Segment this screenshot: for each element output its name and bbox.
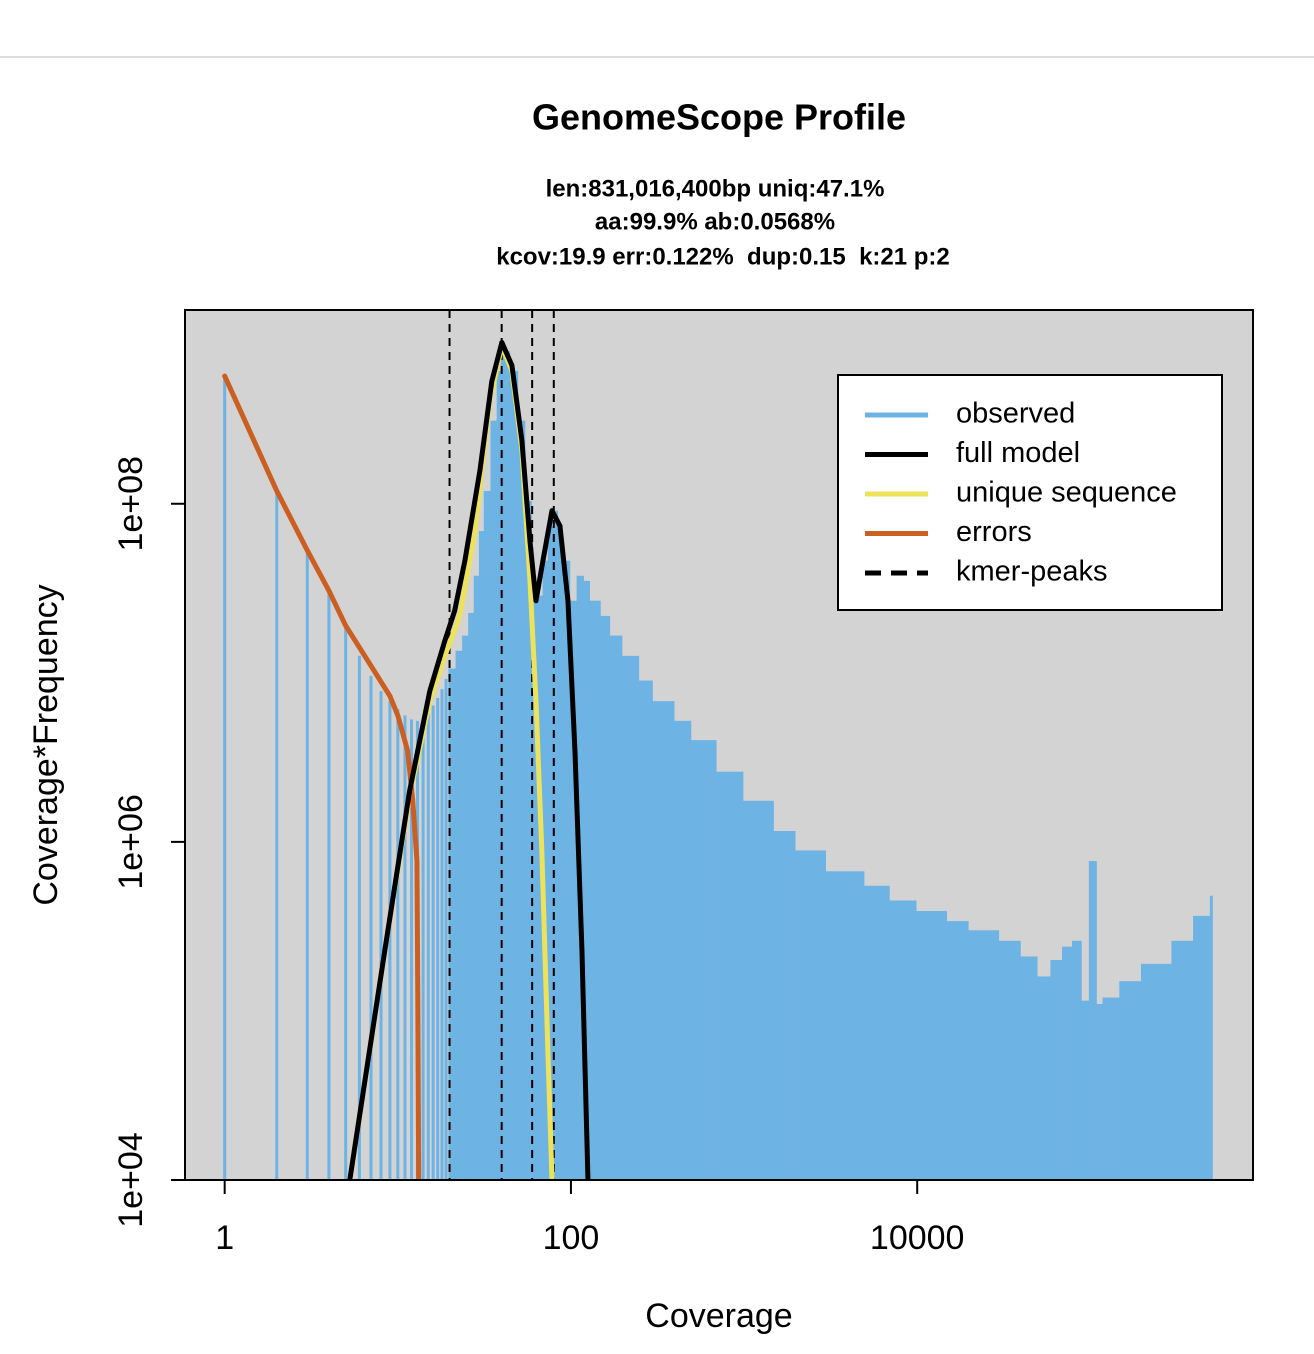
observed-bar	[583, 580, 590, 1180]
observed-bar	[483, 490, 492, 1180]
y-tick-label: 1e+08	[112, 456, 150, 552]
observed-bar	[773, 830, 796, 1180]
observed-bar	[388, 701, 392, 1180]
observed-bar	[379, 691, 383, 1180]
observed-bar	[403, 715, 407, 1180]
observed-bar	[473, 575, 480, 1180]
chart-title: GenomeScope Profile	[532, 97, 906, 138]
observed-bar	[1119, 981, 1142, 1180]
observed-bar	[609, 635, 623, 1180]
observed-bar	[444, 678, 448, 1180]
observed-bar	[421, 719, 425, 1180]
y-tick-label: 1e+04	[112, 1132, 150, 1228]
observed-bar	[1062, 946, 1073, 1180]
observed-bar	[357, 655, 361, 1180]
observed-bar	[344, 625, 348, 1180]
observed-bar	[542, 560, 549, 1180]
observed-bar	[327, 590, 331, 1180]
observed-bar	[524, 500, 532, 1180]
legend-label: observed	[956, 398, 1075, 430]
observed-bar	[517, 420, 526, 1180]
observed-bar	[1193, 915, 1211, 1180]
observed-bar	[369, 675, 373, 1180]
chart-subtitle: aa:99.9% ab:0.0568%	[595, 208, 835, 235]
observed-bar	[1171, 940, 1194, 1180]
observed-bar	[410, 719, 414, 1180]
observed-bar	[561, 560, 571, 1180]
observed-bar	[509, 370, 519, 1180]
observed-bar	[448, 668, 457, 1180]
model-line	[222, 373, 422, 1180]
observed-bar	[557, 525, 563, 1180]
observed-bar	[863, 885, 890, 1180]
observed-bar	[531, 590, 538, 1180]
observed-bar	[396, 709, 400, 1180]
observed-bar	[1019, 956, 1038, 1180]
observed-bar	[552, 510, 559, 1180]
observed-bar	[1096, 1003, 1104, 1180]
observed-bar	[547, 525, 554, 1180]
observed-bar	[794, 850, 826, 1180]
observed-bar	[1072, 940, 1082, 1180]
x-tick-label: 10000	[870, 1219, 965, 1257]
observed-bar	[599, 615, 611, 1180]
observed-bar	[455, 650, 463, 1180]
observed-bar	[888, 900, 917, 1180]
observed-bar	[478, 531, 485, 1180]
observed-bar	[468, 612, 475, 1180]
observed-bar	[1102, 997, 1121, 1180]
observed-bar	[825, 871, 865, 1180]
observed-bar	[1036, 976, 1052, 1180]
observed-bar	[500, 345, 506, 1180]
observed-bar	[275, 490, 279, 1180]
observed-bar	[440, 689, 444, 1180]
observed-bar	[436, 697, 440, 1180]
observed-bar	[690, 740, 717, 1180]
observed-bar	[504, 351, 511, 1180]
legend-label: full model	[956, 437, 1080, 469]
axes: 1 100 10000 1e+04 1e+06 1e+08	[112, 456, 964, 1257]
y-axis-label: Coverage*Frequency	[27, 584, 65, 905]
observed-bar	[998, 940, 1021, 1180]
observed-bar	[967, 930, 1000, 1180]
observed-bar	[305, 550, 309, 1180]
observed-bar	[490, 420, 498, 1180]
model-line	[347, 339, 591, 1180]
x-axis-label: Coverage	[645, 1297, 792, 1335]
observed-bar	[496, 370, 502, 1180]
plot-frame	[184, 309, 1254, 1181]
observed-bar	[1088, 861, 1097, 1180]
observed-bar	[915, 911, 947, 1180]
observed-bar	[589, 600, 601, 1180]
observed-bar	[1080, 1000, 1090, 1180]
legend-label: errors	[956, 516, 1032, 548]
plot-area	[222, 310, 1213, 1180]
observed-bar	[673, 720, 692, 1180]
observed-bar	[431, 705, 435, 1180]
observed-bar	[462, 635, 469, 1180]
y-tick-label: 1e+06	[112, 794, 150, 890]
observed-bar	[715, 771, 744, 1180]
observed-bar	[621, 655, 640, 1180]
observed-bar	[652, 701, 675, 1180]
observed-bar	[223, 375, 227, 1180]
chart-subtitle: kcov:19.9 err:0.122% dup:0.15 k:21 p:2	[496, 243, 950, 270]
legend-label: unique sequence	[956, 477, 1177, 509]
x-tick-label: 1	[215, 1219, 234, 1257]
observed-bar	[946, 921, 969, 1180]
observed-bar	[426, 712, 430, 1180]
observed-bar	[537, 595, 544, 1180]
observed-bar	[1209, 895, 1213, 1180]
x-tick-label: 100	[543, 1219, 600, 1257]
chart-subtitle: len:831,016,400bp uniq:47.1%	[546, 175, 885, 202]
observed-bar	[1050, 960, 1063, 1180]
legend-label: kmer-peaks	[956, 556, 1108, 588]
observed-bar	[569, 600, 578, 1180]
observed-bar	[638, 680, 653, 1180]
observed-bar	[1140, 963, 1173, 1180]
legend: observed full model unique sequence errors k…	[837, 374, 1223, 611]
observed-bar	[742, 800, 774, 1180]
